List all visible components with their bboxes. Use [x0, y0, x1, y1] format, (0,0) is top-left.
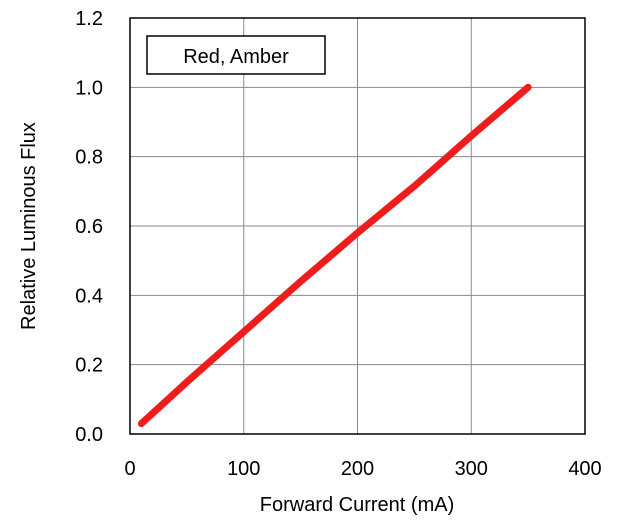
x-axis-title: Forward Current (mA): [260, 494, 454, 516]
y-tick-label: 0.0: [75, 424, 103, 446]
x-tick-label: 0: [124, 458, 135, 480]
x-axis-ticks: 0 100 200 300 400: [124, 458, 601, 480]
legend: Red, Amber: [146, 35, 326, 75]
y-axis-ticks: 0.0 0.2 0.4 0.6 0.8 1.0 1.2: [75, 8, 103, 446]
series-line: [137, 83, 532, 428]
legend-label: Red, Amber: [183, 46, 289, 68]
y-tick-label: 1.0: [75, 77, 103, 99]
x-tick-label: 400: [568, 458, 601, 480]
y-tick-label: 0.6: [75, 216, 103, 238]
y-axis-title: Relative Luminous Flux: [18, 122, 40, 330]
y-tick-label: 0.2: [75, 355, 103, 377]
series-layer: [137, 83, 532, 428]
plot-frame: [129, 17, 586, 435]
legend-box: [146, 35, 326, 75]
x-tick-label: 200: [341, 458, 374, 480]
y-tick-label: 1.2: [75, 8, 103, 30]
x-tick-label: 100: [227, 458, 260, 480]
x-tick-label: 300: [455, 458, 488, 480]
y-tick-label: 0.4: [75, 285, 103, 307]
y-tick-label: 0.8: [75, 147, 103, 169]
